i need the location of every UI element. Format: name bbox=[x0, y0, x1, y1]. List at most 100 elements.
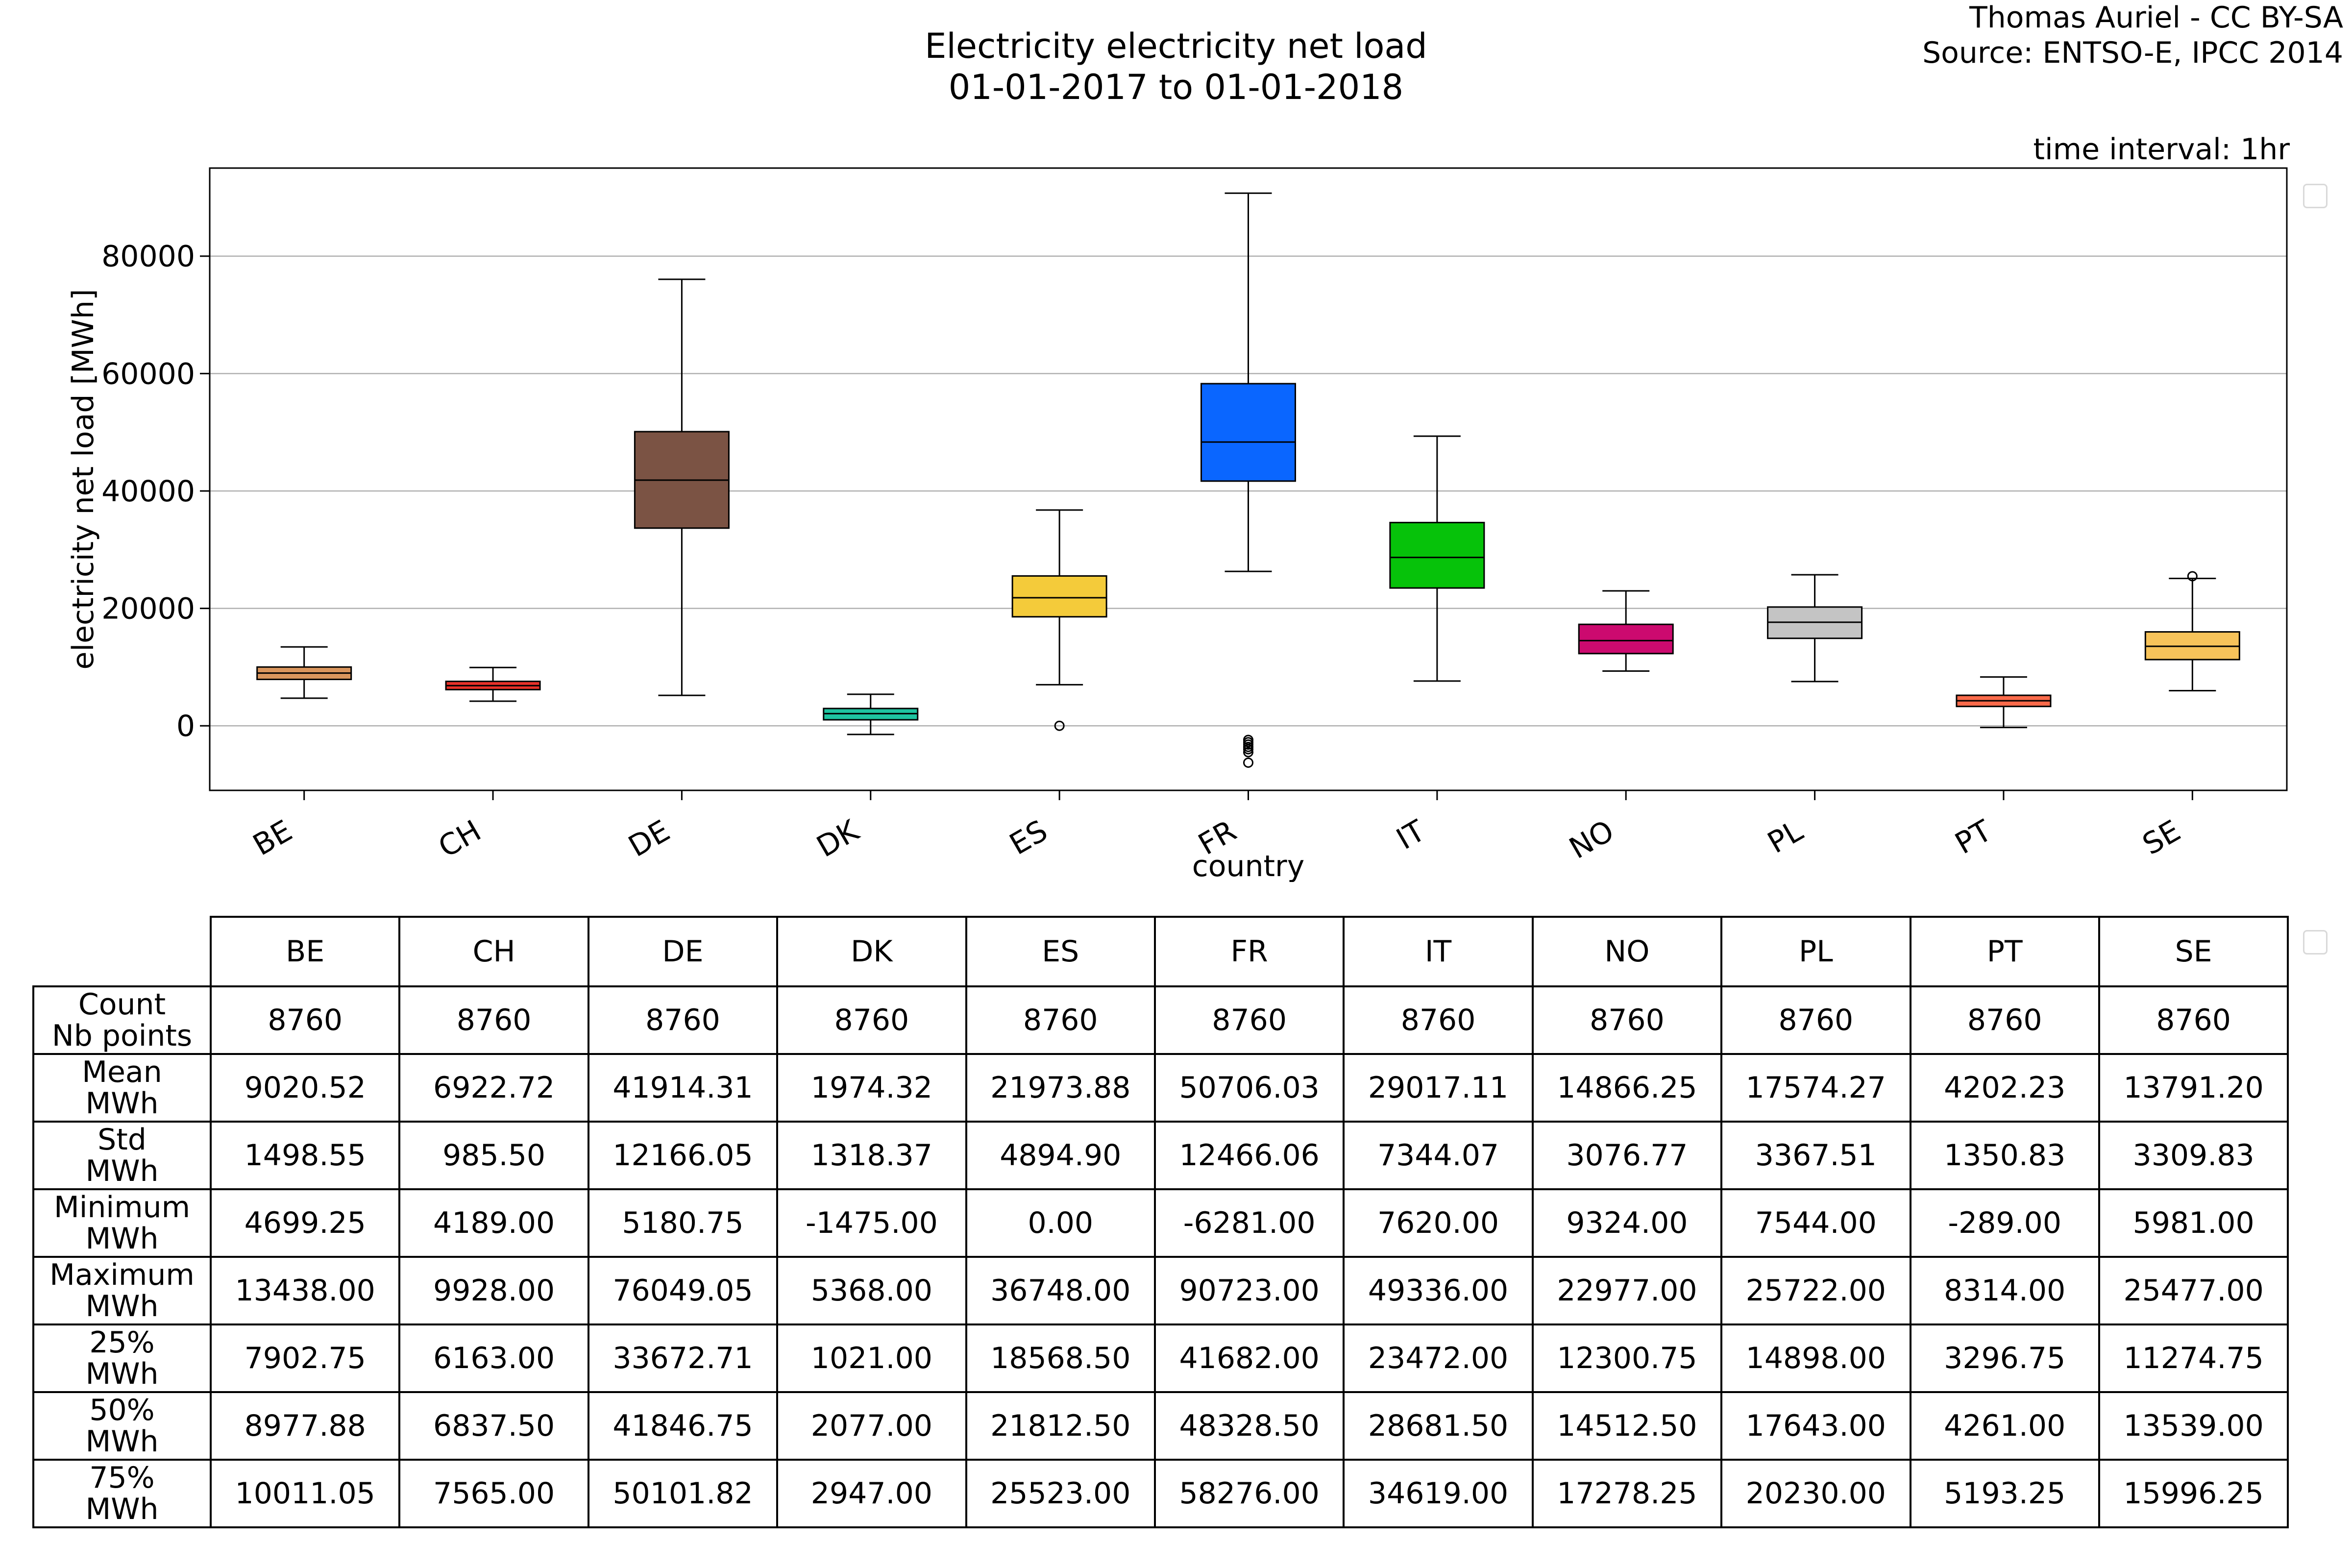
empty-legend-box-2 bbox=[2303, 930, 2328, 955]
table-cell: 17643.00 bbox=[1720, 1391, 1911, 1461]
table-cell: 8760 bbox=[209, 985, 401, 1055]
table-cell: 14866.25 bbox=[1531, 1053, 1723, 1123]
row-label: 25% MWh bbox=[32, 1323, 212, 1393]
table-cell: 9324.00 bbox=[1531, 1188, 1723, 1258]
y-tick-label: 0 bbox=[176, 709, 195, 743]
row-label: Minimum MWh bbox=[32, 1188, 212, 1258]
table-cell: 2947.00 bbox=[776, 1459, 967, 1528]
y-tick-label: 40000 bbox=[101, 474, 195, 509]
table-cell: 6163.00 bbox=[398, 1323, 589, 1393]
table-cell: 49336.00 bbox=[1343, 1256, 1534, 1325]
table-cell: 8760 bbox=[776, 985, 967, 1055]
table-row: Count Nb points 8760 8760 8760 8760 8760 8760 87… bbox=[32, 985, 2289, 1055]
table-cell: 3296.75 bbox=[1909, 1323, 2100, 1393]
table-cell: 50101.82 bbox=[587, 1459, 779, 1528]
row-label-line2: MWh bbox=[85, 1222, 159, 1256]
row-label-line2: MWh bbox=[85, 1289, 159, 1323]
table-cell: 20230.00 bbox=[1720, 1459, 1911, 1528]
table-row: Std MWh 1498.55 985.50 12166.05 1318.37 4894.9… bbox=[32, 1121, 2289, 1190]
row-label-line1: 25% bbox=[89, 1325, 155, 1360]
table-cell: 8760 bbox=[1909, 985, 2100, 1055]
row-label-line2: MWh bbox=[85, 1154, 159, 1188]
x-tick-label: DK bbox=[811, 813, 865, 864]
x-tick-label: DE bbox=[623, 813, 676, 864]
table-cell: 22977.00 bbox=[1531, 1256, 1723, 1325]
table-cell: 6837.50 bbox=[398, 1391, 589, 1461]
x-axis-label: country bbox=[1192, 849, 1304, 882]
table-cell: 25722.00 bbox=[1720, 1256, 1911, 1325]
table-cell: 7902.75 bbox=[209, 1323, 401, 1393]
outlier-point bbox=[1243, 757, 1253, 768]
table-cell: 8760 bbox=[398, 985, 589, 1055]
table-cell: 12166.05 bbox=[587, 1121, 779, 1190]
y-tick-label: 80000 bbox=[101, 240, 195, 274]
table-cell: 14512.50 bbox=[1531, 1391, 1723, 1461]
table-cell: 4894.90 bbox=[965, 1121, 1156, 1190]
credit-line2: Source: ENTSO-E, IPCC 2014 bbox=[1922, 36, 2343, 70]
outlier-point bbox=[1054, 720, 1065, 731]
table-cell: 15996.25 bbox=[2098, 1459, 2289, 1528]
table-cell: -6281.00 bbox=[1153, 1188, 1345, 1258]
empty-legend-box bbox=[2303, 184, 2328, 208]
y-tick-label: 20000 bbox=[101, 592, 195, 626]
table-cell: 8760 bbox=[965, 985, 1156, 1055]
table-cell: 25523.00 bbox=[965, 1459, 1156, 1528]
table-cell: 76049.05 bbox=[587, 1256, 779, 1325]
table-row: 50% MWh 8977.88 6837.50 41846.75 2077.00 21812… bbox=[32, 1391, 2289, 1461]
row-label-line1: Std bbox=[98, 1123, 147, 1157]
x-tick-label: CH bbox=[433, 813, 487, 864]
outlier-point bbox=[1243, 747, 1253, 758]
table-cell: 1498.55 bbox=[209, 1121, 401, 1190]
row-label: Mean MWh bbox=[32, 1053, 212, 1123]
statistics-table: BE CH DE DK ES FR IT NO PL PT SE Count Nb points 8760… bbox=[32, 916, 2289, 1528]
box-no bbox=[1578, 623, 1674, 655]
table-cell: 4699.25 bbox=[209, 1188, 401, 1258]
table-cell: 8760 bbox=[1153, 985, 1345, 1055]
row-label-line1: Mean bbox=[82, 1055, 162, 1089]
table-cell: 7544.00 bbox=[1720, 1188, 1911, 1258]
table-cell: 3309.83 bbox=[2098, 1121, 2289, 1190]
table-cell: 14898.00 bbox=[1720, 1323, 1911, 1393]
x-tick-label: PT bbox=[1949, 813, 1997, 861]
table-cell: 3076.77 bbox=[1531, 1121, 1723, 1190]
table-cell: 29017.11 bbox=[1343, 1053, 1534, 1123]
column-header: BE bbox=[209, 916, 401, 987]
x-tick-label: NO bbox=[1564, 813, 1620, 866]
table-cell: 8760 bbox=[1531, 985, 1723, 1055]
table-cell: 34619.00 bbox=[1343, 1459, 1534, 1528]
row-label-line2: MWh bbox=[85, 1357, 159, 1391]
column-header: SE bbox=[2098, 916, 2289, 987]
table-row: Maximum MWh 13438.00 9928.00 76049.05 5368.00… bbox=[32, 1256, 2289, 1325]
row-label-line2: Nb points bbox=[51, 1019, 193, 1053]
table-cell: 5193.25 bbox=[1909, 1459, 2100, 1528]
table-cell: 13791.20 bbox=[2098, 1053, 2289, 1123]
table-header-row: BE CH DE DK ES FR IT NO PL PT SE bbox=[33, 916, 2289, 987]
table-cell: 41846.75 bbox=[587, 1391, 779, 1461]
table-cell: 90723.00 bbox=[1153, 1256, 1345, 1325]
table-cell: 5368.00 bbox=[776, 1256, 967, 1325]
table-cell: 985.50 bbox=[398, 1121, 589, 1190]
table-row: 75% MWh 10011.05 7565.00 50101.82 2947.00 2552… bbox=[32, 1459, 2289, 1528]
column-header: DK bbox=[776, 916, 967, 987]
table-cell: 8760 bbox=[1720, 985, 1911, 1055]
row-label-line2: MWh bbox=[85, 1492, 159, 1526]
table-cell: 7565.00 bbox=[398, 1459, 589, 1528]
table-cell: 41682.00 bbox=[1153, 1323, 1345, 1393]
table-cell: 8977.88 bbox=[209, 1391, 401, 1461]
table-cell: 8760 bbox=[1343, 985, 1534, 1055]
table-row: Mean MWh 9020.52 6922.72 41914.31 1974.32 2197… bbox=[32, 1053, 2289, 1123]
row-label-line1: Minimum bbox=[53, 1190, 191, 1225]
table-cell: 9928.00 bbox=[398, 1256, 589, 1325]
row-label-line1: Maximum bbox=[49, 1258, 195, 1292]
table-cell: 33672.71 bbox=[587, 1323, 779, 1393]
chart-title-line2: 01-01-2017 to 01-01-2018 bbox=[948, 67, 1404, 107]
table-cell: 5981.00 bbox=[2098, 1188, 2289, 1258]
credit: Thomas Auriel - CC BY-SA Source: ENTSO-E… bbox=[1922, 0, 2343, 71]
table-cell: 2077.00 bbox=[776, 1391, 967, 1461]
chart-title: Electricity electricity net load 01-01-2… bbox=[588, 25, 1764, 108]
table-row: Minimum MWh 4699.25 4189.00 5180.75 -1475.00 0… bbox=[32, 1188, 2289, 1258]
x-tick-label: IT bbox=[1391, 813, 1431, 857]
x-tick-label: SE bbox=[2137, 813, 2186, 862]
row-label-line1: 50% bbox=[89, 1393, 155, 1427]
table-cell: 7344.07 bbox=[1343, 1121, 1534, 1190]
